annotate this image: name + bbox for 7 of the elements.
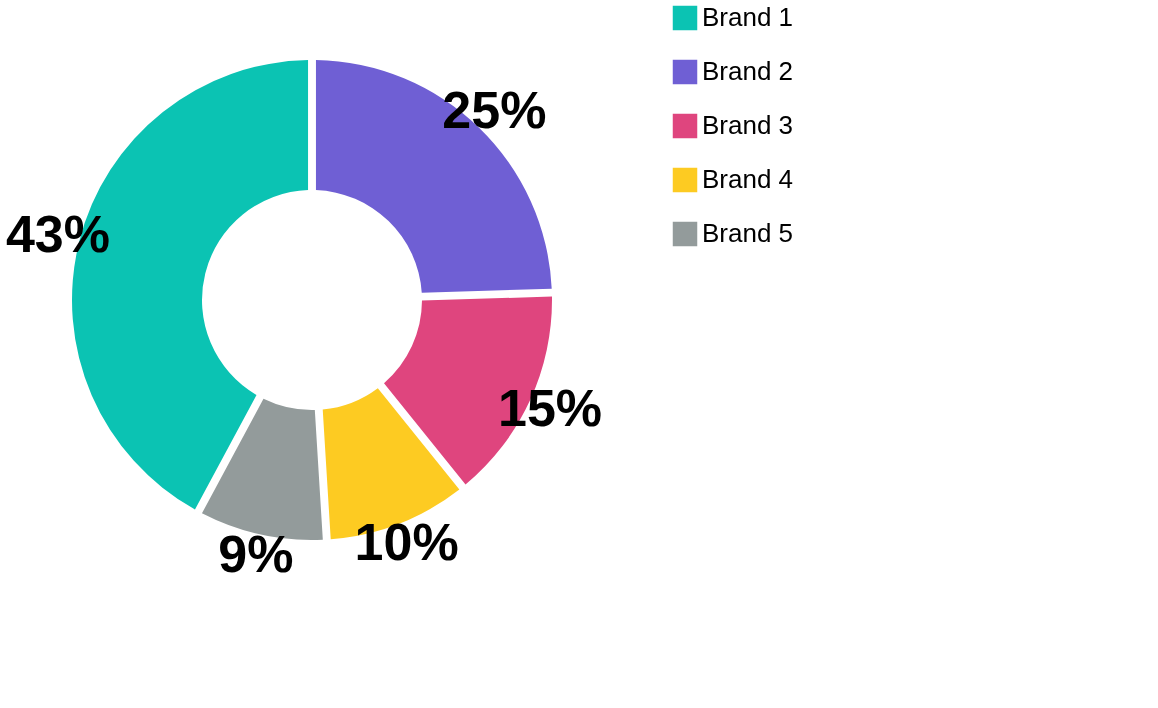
legend-label: Brand 3 — [702, 110, 794, 140]
legend-label: Brand 4 — [702, 164, 794, 194]
legend-label: Brand 1 — [702, 2, 794, 32]
legend-label: Brand 2 — [702, 56, 794, 86]
data-label: 9% — [218, 524, 294, 583]
data-label: 10% — [354, 513, 459, 572]
legend-label: Brand 5 — [702, 218, 794, 248]
